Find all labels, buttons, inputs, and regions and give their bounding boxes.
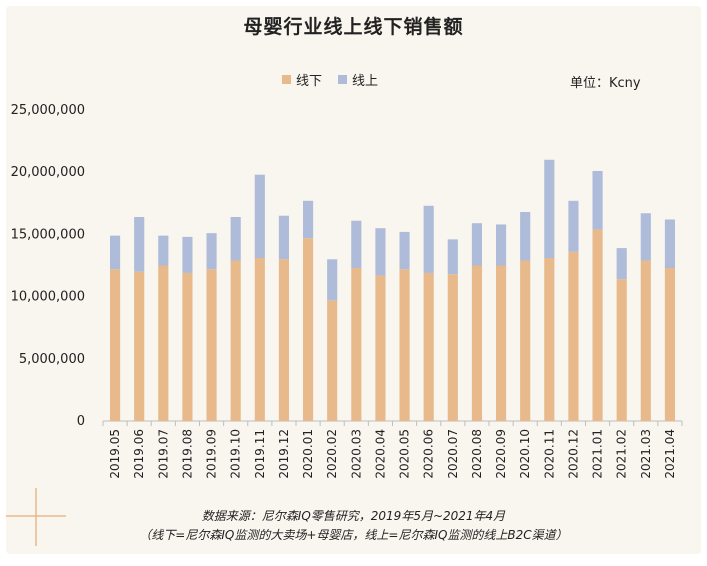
bar-online — [424, 206, 434, 273]
x-tick-label: 2020.12 — [566, 429, 580, 479]
bar-online — [327, 259, 337, 300]
x-tick-label: 2021.01 — [591, 429, 605, 479]
bar-online — [496, 224, 506, 265]
x-tick-label: 2020.01 — [301, 429, 315, 479]
bar-online — [375, 228, 385, 275]
bar-offline — [375, 275, 385, 421]
bar-online — [351, 221, 361, 268]
x-tick-label: 2019.10 — [229, 429, 243, 479]
decorative-cross-icon — [6, 488, 66, 548]
bar-offline — [231, 261, 241, 421]
bar-online — [158, 236, 168, 266]
bar-online — [182, 237, 192, 273]
bar-offline — [255, 258, 265, 421]
bar-online — [592, 171, 602, 229]
x-tick-label: 2021.04 — [663, 429, 677, 479]
bar-offline — [134, 272, 144, 421]
bar-online — [472, 223, 482, 265]
bar-online — [134, 217, 144, 272]
bar-offline — [206, 269, 216, 421]
bar-offline — [158, 266, 168, 422]
y-tick-label: 5,000,000 — [19, 352, 85, 367]
bar-offline — [496, 266, 506, 422]
bar-offline — [617, 279, 627, 421]
bar-online — [399, 232, 409, 269]
bar-offline — [279, 259, 289, 421]
bar-online — [568, 201, 578, 252]
bar-online — [641, 213, 651, 260]
bar-offline — [399, 269, 409, 421]
x-tick-label: 2020.07 — [446, 429, 460, 479]
bar-offline — [592, 229, 602, 421]
bar-offline — [303, 238, 313, 421]
y-tick-label: 15,000,000 — [11, 227, 85, 242]
x-tick-label: 2019.09 — [205, 429, 219, 479]
x-tick-label: 2019.06 — [132, 429, 146, 479]
bar-offline — [327, 300, 337, 421]
bar-offline — [424, 273, 434, 421]
x-tick-label: 2020.04 — [373, 429, 387, 479]
bar-online — [279, 216, 289, 260]
y-tick-label: 20,000,000 — [11, 165, 85, 180]
x-tick-label: 2020.08 — [470, 429, 484, 479]
bar-online — [231, 217, 241, 261]
bar-online — [665, 219, 675, 268]
y-tick-label: 10,000,000 — [11, 290, 85, 305]
bar-offline — [544, 258, 554, 421]
bar-offline — [568, 252, 578, 421]
bar-online — [255, 175, 265, 258]
x-tick-label: 2020.02 — [325, 429, 339, 479]
x-tick-label: 2020.03 — [349, 429, 363, 479]
x-tick-label: 2020.06 — [422, 429, 436, 479]
x-tick-label: 2019.12 — [277, 429, 291, 479]
bar-offline — [182, 273, 192, 421]
bar-offline — [520, 261, 530, 421]
bar-online — [303, 201, 313, 238]
bar-offline — [641, 261, 651, 421]
source-line-2: （线下=尼尔森IQ监测的大卖场+母婴店，线上=尼尔森IQ监测的线上B2C渠道） — [0, 526, 707, 543]
source-line-1: 数据来源：尼尔森IQ零售研究，2019年5月~2021年4月 — [0, 507, 707, 524]
bar-online — [520, 212, 530, 261]
bar-offline — [448, 274, 458, 421]
x-tick-label: 2019.05 — [108, 429, 122, 479]
x-tick-label: 2021.02 — [615, 429, 629, 479]
y-tick-label: 0 — [77, 414, 85, 429]
x-tick-label: 2020.11 — [542, 429, 556, 479]
x-tick-label: 2019.07 — [156, 429, 170, 479]
bar-online — [448, 239, 458, 274]
y-tick-label: 25,000,000 — [11, 103, 85, 118]
bar-online — [617, 248, 627, 279]
bar-online — [110, 236, 120, 270]
bar-offline — [110, 269, 120, 421]
x-tick-label: 2020.05 — [398, 429, 412, 479]
x-tick-label: 2019.08 — [180, 429, 194, 479]
bar-online — [544, 160, 554, 258]
x-tick-label: 2020.09 — [494, 429, 508, 479]
x-tick-label: 2019.11 — [253, 429, 267, 479]
bar-offline — [665, 268, 675, 421]
x-tick-label: 2021.03 — [639, 429, 653, 479]
x-tick-label: 2020.10 — [518, 429, 532, 479]
bar-offline — [472, 266, 482, 422]
bar-online — [206, 233, 216, 269]
bar-offline — [351, 268, 361, 421]
